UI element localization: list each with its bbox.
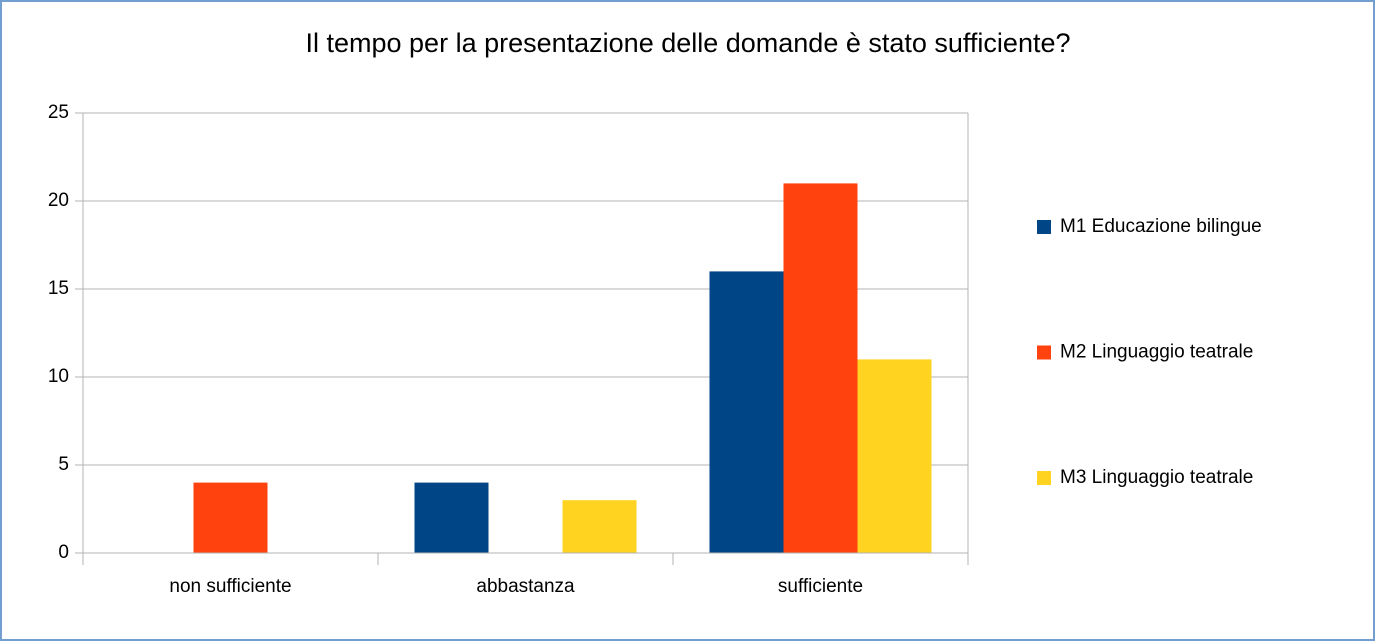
y-tick-label: 15 — [48, 278, 69, 299]
bar — [783, 183, 858, 553]
legend-swatch — [1037, 345, 1051, 360]
bar — [709, 271, 784, 553]
legend-swatch — [1037, 471, 1051, 485]
x-tick-label: sufficiente — [778, 576, 863, 597]
bar — [562, 500, 637, 553]
legend-label: M3 Linguaggio teatrale — [1060, 467, 1253, 488]
chart-title: Il tempo per la presentazione delle doma… — [306, 28, 1071, 58]
bar — [193, 482, 268, 553]
bar — [857, 359, 932, 553]
y-tick-label: 20 — [48, 190, 69, 211]
x-tick-label: non sufficiente — [169, 576, 291, 597]
y-tick-label: 0 — [58, 542, 69, 563]
x-tick-label: abbastanza — [476, 576, 575, 597]
legend-label: M2 Linguaggio teatrale — [1060, 342, 1253, 363]
legend-label: M1 Educazione bilingue — [1060, 216, 1262, 237]
legend-swatch — [1037, 220, 1051, 234]
y-tick-label: 5 — [58, 454, 69, 475]
bar — [414, 482, 489, 553]
y-tick-label: 25 — [48, 102, 69, 123]
y-tick-label: 10 — [48, 366, 69, 387]
